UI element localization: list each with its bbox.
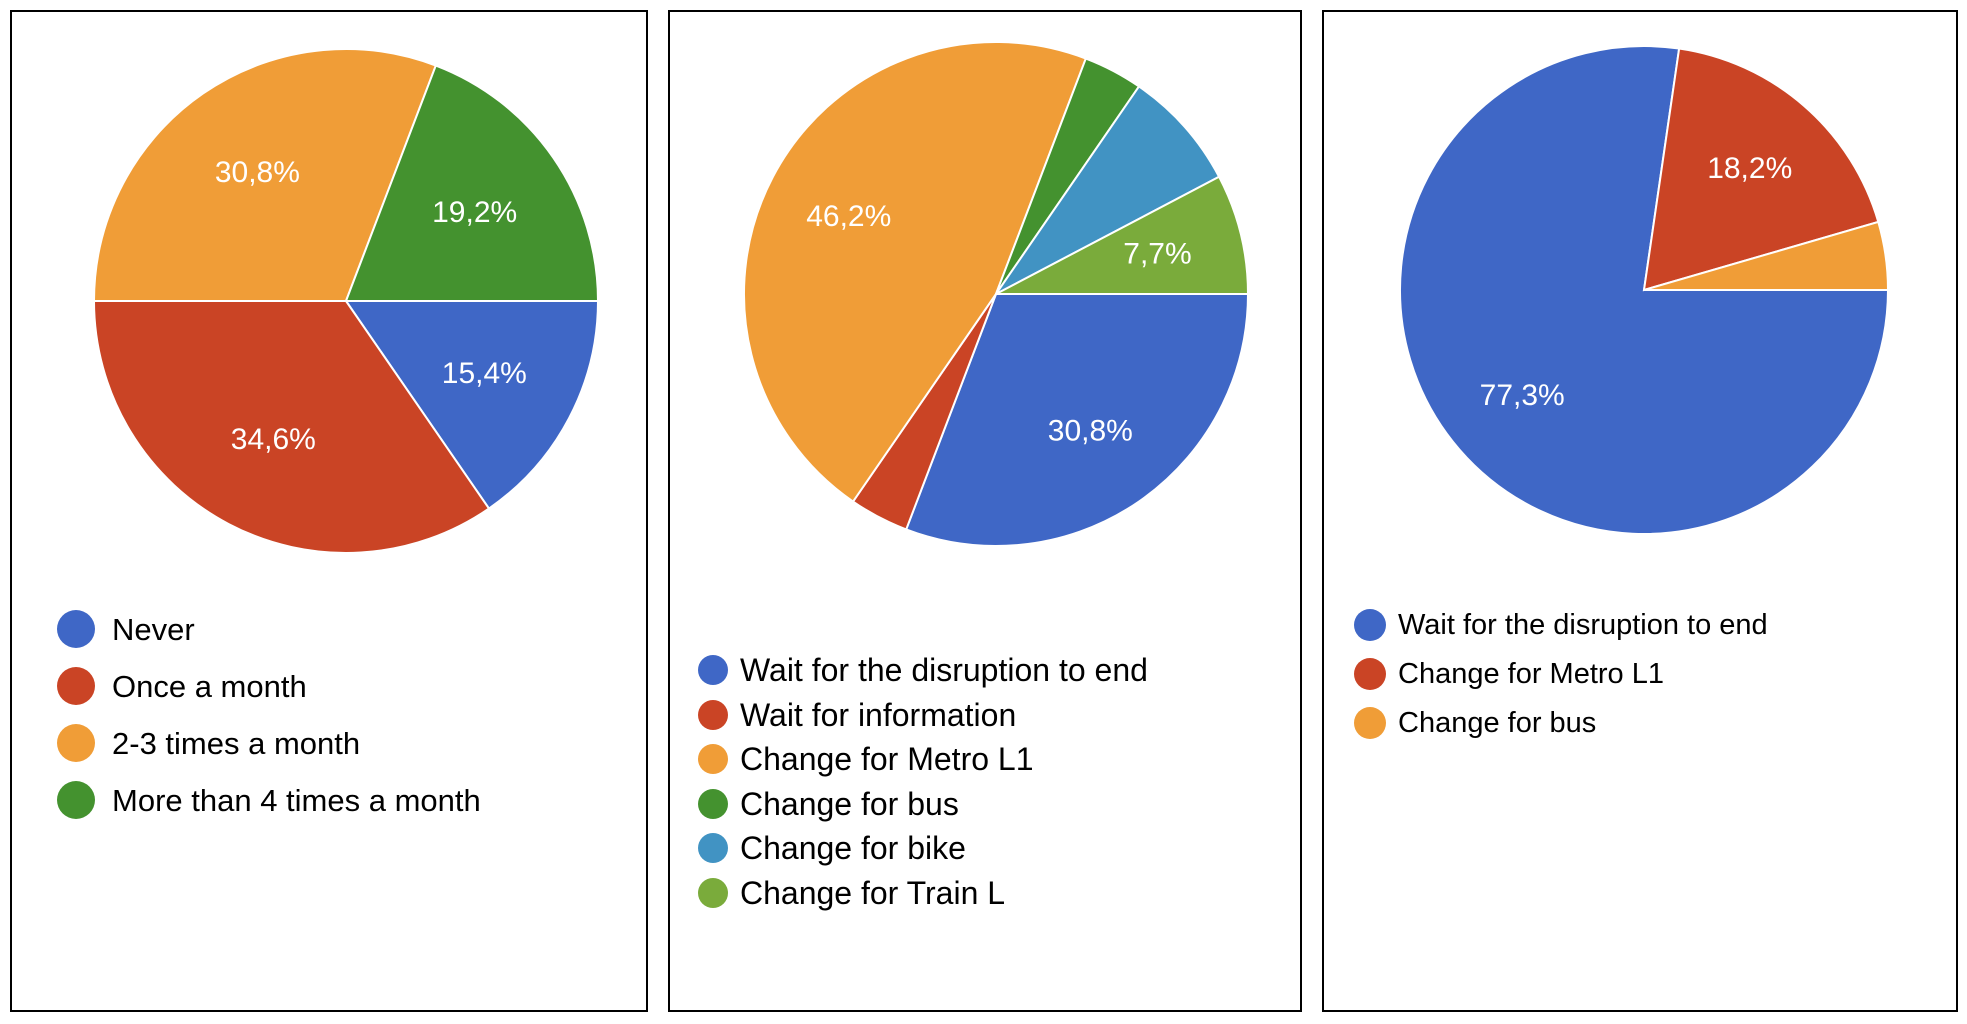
legend-label: Change for Metro L1 — [740, 741, 1034, 777]
legend-swatch — [57, 781, 95, 819]
pie-slice-change-for-metro-l1 — [743, 41, 1088, 503]
legend-label: Change for bus — [1398, 706, 1597, 739]
legend-label: Never — [112, 611, 195, 647]
legend-label: 2-3 times a month — [112, 725, 361, 761]
pie-slice-once-a-month — [92, 300, 491, 554]
legend-label: Wait for the disruption to end — [740, 652, 1148, 688]
slice-data-label: 30,8% — [215, 156, 300, 189]
legend-swatch — [1354, 609, 1386, 641]
pie-slice-more-than-4-times-a-month — [344, 64, 600, 302]
chart-panel-3: 77,3% 18,2% Wait for the disruption to en… — [1322, 10, 1958, 1012]
slice-data-label: 46,2% — [806, 200, 891, 233]
pie-slice-change-for-metro-l1 — [1642, 47, 1880, 292]
legend-swatch — [698, 788, 728, 819]
slice-data-label: 18,2% — [1707, 152, 1792, 185]
legend-swatch — [57, 610, 95, 648]
legend-label: Change for Metro L1 — [1398, 657, 1664, 690]
legend-label: Wait for the disruption to end — [1398, 608, 1768, 641]
legend-label: Change for Train L — [740, 874, 1006, 911]
slice-data-label: 34,6% — [231, 423, 316, 456]
chart-panel-2: 30,8% 46,2% 7,7% Wait for the disruption t… — [668, 10, 1302, 1012]
legend-label: Change for bike — [740, 830, 966, 866]
pie-slice-wait-for-the-disruption-to-end — [904, 293, 1250, 547]
legend-label: Change for bus — [740, 785, 959, 822]
slice-data-label: 15,4% — [442, 357, 527, 390]
legend-swatch — [698, 877, 728, 908]
legend-swatch — [698, 699, 728, 730]
pie-slice-never — [344, 300, 600, 510]
legend-swatch — [698, 655, 728, 685]
legend-swatch — [57, 667, 95, 705]
slice-data-label: 7,7% — [1123, 238, 1191, 271]
pie-slice-change-for-bus — [1643, 220, 1890, 291]
chart-panel-1: 15,4% 34,6% 30,8% 19,2% Never Once a month 2-… — [10, 10, 648, 1012]
slice-data-label: 77,3% — [1480, 379, 1565, 412]
legend-label: Wait for information — [740, 696, 1017, 733]
legend-swatch — [1354, 707, 1386, 739]
legend-label: Once a month — [112, 668, 307, 704]
legend-swatch — [698, 833, 728, 863]
legend-swatch — [1354, 658, 1386, 690]
pie-slice-change-for-bike — [995, 85, 1221, 295]
pie-chart-3: 77,3% 18,2% — [1399, 45, 1890, 535]
legend-label: More than 4 times a month — [112, 782, 481, 818]
slice-data-label: 19,2% — [432, 196, 517, 229]
pie-slice-change-for-train-l — [995, 175, 1250, 295]
legend-swatch — [57, 724, 95, 762]
legend-swatch — [698, 744, 728, 774]
pie-chart-2: 30,8% 46,2% 7,7% — [743, 41, 1250, 547]
pie-slice-2-3-times-a-month — [92, 48, 438, 302]
slice-data-label: 30,8% — [1048, 414, 1133, 447]
pie-chart-1: 15,4% 34,6% 30,8% 19,2% — [92, 48, 600, 554]
